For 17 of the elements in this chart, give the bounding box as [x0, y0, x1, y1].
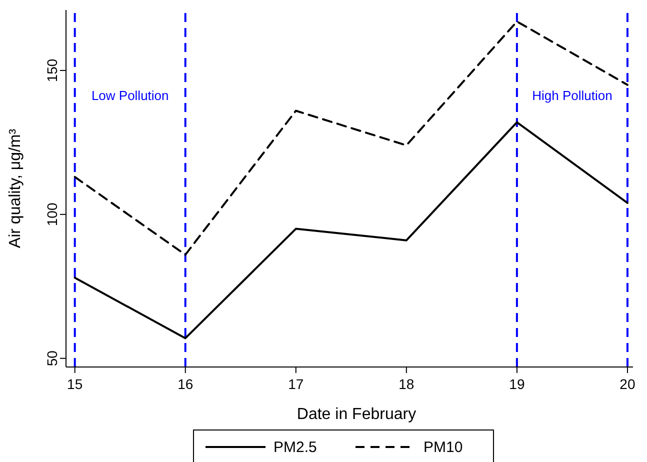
x-tick-label: 15	[67, 376, 83, 392]
y-tick-label: 150	[44, 58, 60, 82]
annotation: Low Pollution	[91, 88, 169, 103]
x-tick-label: 19	[509, 376, 525, 392]
y-axis-title: Air quality, μg/m³	[7, 128, 24, 248]
x-tick-label: 20	[620, 376, 636, 392]
y-tick-label: 100	[44, 202, 60, 226]
x-axis-title: Date in February	[296, 406, 416, 423]
annotation: High Pollution	[532, 88, 612, 103]
legend-label: PM10	[424, 439, 463, 456]
line-series	[74, 121, 628, 340]
line-series	[74, 20, 628, 256]
legend-label: PM2.5	[274, 439, 317, 456]
x-tick-label: 16	[178, 376, 194, 392]
x-tick-label: 18	[398, 376, 414, 392]
y-tick-label: 50	[44, 350, 60, 366]
x-tick-label: 17	[288, 376, 304, 392]
